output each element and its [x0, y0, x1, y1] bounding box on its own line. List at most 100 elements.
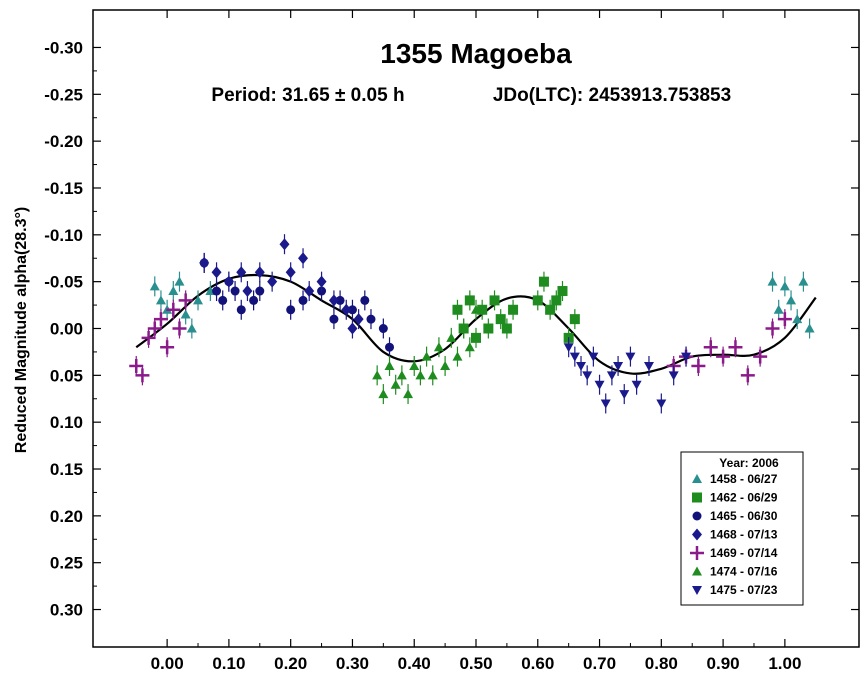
- data-point: [464, 342, 475, 352]
- x-tick-label: 0.00: [151, 654, 184, 673]
- data-point: [777, 312, 792, 327]
- data-point: [347, 305, 357, 315]
- data-point: [211, 266, 222, 279]
- data-point: [703, 340, 718, 355]
- y-axis-ticks: -0.30 -0.25 -0.20 -0.15 -0.10 -0.05 0.00 0.05 0.…: [44, 38, 859, 620]
- data-point: [643, 361, 654, 371]
- data-point: [471, 304, 481, 314]
- data-point: [613, 361, 624, 371]
- data-point: [285, 266, 296, 279]
- y-tick-label: -0.20: [44, 132, 83, 151]
- legend-entry: 1468 - 07/13: [692, 528, 778, 542]
- data-point: [298, 295, 308, 305]
- x-tick-label: 0.40: [398, 654, 431, 673]
- data-point: [180, 309, 191, 319]
- data-point: [415, 370, 426, 380]
- data-point: [186, 323, 197, 333]
- data-point: [557, 286, 568, 297]
- data-point: [446, 332, 457, 342]
- data-point: [625, 352, 636, 362]
- data-point: [691, 358, 706, 373]
- data-point: [360, 295, 370, 305]
- x-tick-label: 0.90: [707, 654, 740, 673]
- series-0: [149, 271, 815, 339]
- data-point: [452, 351, 463, 361]
- data-point: [328, 294, 339, 307]
- x-tick-label: 0.10: [212, 654, 245, 673]
- chart-subtitle-period: Period: 31.65 ± 0.05 h: [211, 85, 404, 106]
- x-tick-label: 0.60: [521, 654, 554, 673]
- data-point: [681, 352, 692, 362]
- data-point: [298, 252, 309, 265]
- data-point: [786, 295, 797, 305]
- legend-entries: 1458 - 06/27 1462 - 06/29 1465 - 06/30 1468…: [690, 472, 778, 597]
- x-tick-label: 0.50: [459, 654, 492, 673]
- data-point: [501, 323, 512, 334]
- data-point: [230, 286, 240, 296]
- y-tick-label: 0.15: [50, 460, 83, 479]
- data-point: [798, 276, 809, 286]
- data-point: [458, 323, 469, 333]
- x-tick-label: 1.00: [768, 654, 801, 673]
- data-point: [335, 295, 345, 305]
- legend-entry: 1469 - 07/14: [690, 546, 778, 560]
- data-point: [236, 266, 247, 279]
- data-point: [178, 293, 193, 308]
- data-point: [551, 295, 562, 306]
- series-4: [129, 290, 792, 386]
- data-point: [267, 275, 278, 288]
- data-point: [223, 275, 234, 288]
- legend-entry: 1475 - 07/23: [692, 583, 778, 597]
- chart-subtitle-jd: JDo(LTC): 2453913.753853: [493, 85, 731, 106]
- x-tick-label: 0.30: [336, 654, 369, 673]
- legend: Year: 2006 1458 - 06/27 1462 - 06/29 1465 …: [680, 451, 804, 606]
- x-axis-ticks: 0.00 0.10 0.20 0.30 0.40 0.50 0.60 0.70 0.80 0.90…: [151, 10, 801, 673]
- legend-marker: [692, 528, 702, 541]
- data-point: [218, 295, 228, 305]
- data-point: [155, 295, 166, 305]
- legend-marker: [690, 546, 704, 560]
- data-point: [372, 370, 383, 380]
- data-point: [254, 266, 265, 279]
- data-point: [464, 295, 475, 306]
- data-point: [378, 324, 388, 333]
- y-tick-label: -0.30: [44, 38, 83, 57]
- data-point: [576, 361, 587, 371]
- data-point: [129, 358, 144, 373]
- legend-label: 1465 - 06/30: [710, 509, 778, 523]
- legend-label: 1474 - 07/16: [710, 565, 778, 579]
- legend-marker: [692, 586, 702, 595]
- legend-marker: [692, 511, 702, 521]
- data-point: [594, 380, 605, 390]
- data-point: [728, 340, 743, 355]
- data-point: [656, 399, 667, 409]
- y-axis-label: Reduced Magnitude alpha(28.3°): [13, 207, 30, 453]
- data-point: [427, 370, 438, 380]
- data-point: [141, 330, 156, 345]
- chart-title: 1355 Magoeba: [380, 38, 572, 69]
- data-point: [668, 371, 679, 381]
- legend-entry: 1462 - 06/29: [692, 491, 778, 505]
- y-tick-label: 0.30: [50, 601, 83, 620]
- data-point: [193, 295, 204, 305]
- legend-entry: 1458 - 06/27: [692, 472, 778, 486]
- data-point: [304, 285, 315, 298]
- series-3: [199, 234, 364, 339]
- legend-label: 1462 - 06/29: [710, 491, 778, 505]
- legend-label: 1469 - 07/14: [710, 546, 778, 560]
- x-tick-label: 0.20: [274, 654, 307, 673]
- legend-marker: [692, 492, 702, 503]
- data-point: [489, 295, 500, 306]
- data-point: [588, 352, 599, 362]
- data-point: [409, 360, 420, 370]
- data-point: [172, 321, 187, 336]
- data-point: [135, 368, 150, 383]
- data-point: [619, 390, 630, 400]
- y-tick-label: -0.15: [44, 179, 83, 198]
- data-point: [508, 304, 519, 315]
- legend-label: 1475 - 07/23: [710, 583, 778, 597]
- data-point: [403, 389, 414, 399]
- data-point: [545, 304, 556, 315]
- y-tick-label: 0.00: [50, 320, 83, 339]
